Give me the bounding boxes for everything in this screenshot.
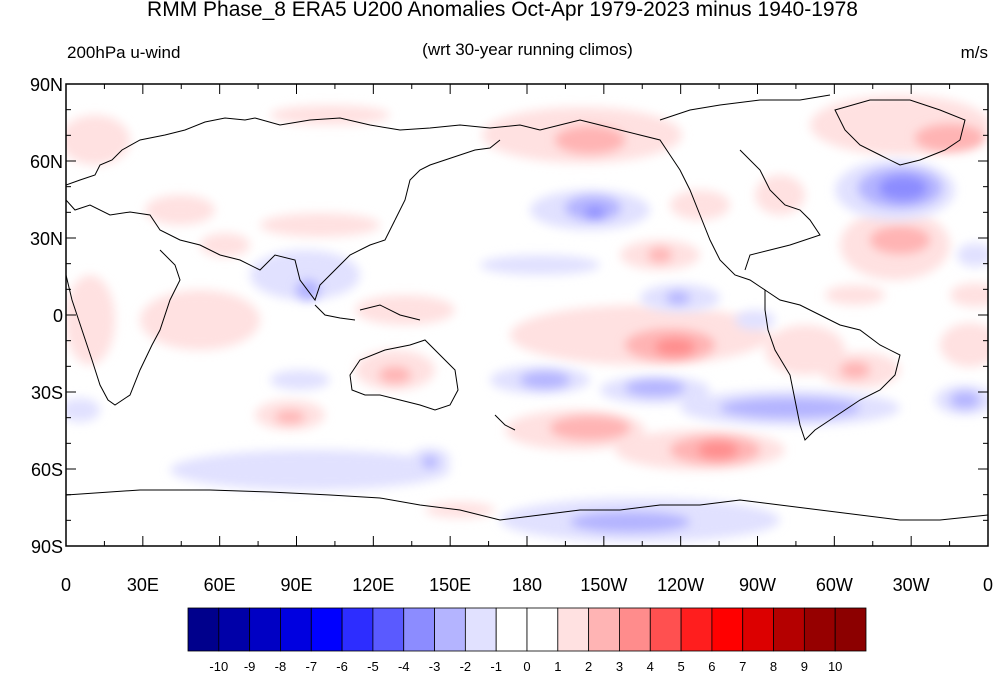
- colorbar-label: 10: [828, 659, 842, 674]
- colorbar-swatch: [495, 607, 528, 652]
- colorbar-swatch: [834, 607, 867, 652]
- x-tick-label: 150E: [429, 575, 471, 595]
- x-tick-label: 90E: [280, 575, 312, 595]
- colorbar-swatch: [187, 607, 220, 652]
- x-tick-label: 120E: [352, 575, 394, 595]
- colorbar-label: -1: [490, 659, 502, 674]
- colorbar-swatch: [649, 607, 682, 652]
- colorbar-swatch: [803, 607, 836, 652]
- x-tick-label: 30W: [893, 575, 930, 595]
- colorbar-swatch: [742, 607, 774, 652]
- x-tick-label: 0: [983, 575, 993, 595]
- y-axis-labels: 90N 60N 30N 0 30S 60S 90S: [30, 75, 63, 557]
- y-tick-label: 60N: [30, 152, 63, 172]
- colorbar-label: 1: [554, 659, 561, 674]
- colorbar-swatch: [280, 607, 312, 652]
- anomaly-shading: [66, 95, 988, 542]
- x-tick-label: 90W: [739, 575, 776, 595]
- colorbar-label: 0: [523, 659, 530, 674]
- colorbar-swatch: [526, 607, 559, 652]
- colorbar-label: -7: [305, 659, 317, 674]
- colorbar-label: 7: [739, 659, 746, 674]
- colorbar-swatch: [372, 607, 405, 652]
- colorbar-swatch: [249, 607, 281, 652]
- colorbar-swatch: [557, 607, 590, 652]
- colorbar-swatch: [680, 607, 713, 652]
- x-tick-label: 0: [61, 575, 71, 595]
- units-label: m/s: [960, 43, 988, 62]
- x-tick-label: 150W: [580, 575, 627, 595]
- colorbar-label: -10: [209, 659, 228, 674]
- colorbar-label: -6: [336, 659, 348, 674]
- colorbar-swatch: [218, 607, 251, 652]
- colorbar-label: 9: [801, 659, 808, 674]
- x-tick-label: 60W: [816, 575, 853, 595]
- colorbar-label: 6: [708, 659, 715, 674]
- x-tick-label: 180: [512, 575, 542, 595]
- y-tick-label: 0: [53, 306, 63, 326]
- colorbar-swatch: [588, 607, 620, 652]
- plot-title: RMM Phase_8 ERA5 U200 Anomalies Oct-Apr …: [147, 0, 858, 21]
- colorbar: [187, 607, 867, 652]
- x-axis-labels: 0 30E 60E 90E 120E 150E 180 150W 120W 90W 60W 30W 0: [61, 575, 993, 595]
- colorbar-swatch: [403, 607, 435, 652]
- colorbar-swatch: [310, 607, 343, 652]
- coastlines: [66, 94, 988, 521]
- colorbar-label: 5: [677, 659, 684, 674]
- colorbar-label: -4: [398, 659, 410, 674]
- y-tick-label: 90S: [31, 537, 63, 557]
- y-tick-label: 30S: [31, 383, 63, 403]
- colorbar-swatch: [711, 607, 744, 652]
- colorbar-label: -3: [429, 659, 441, 674]
- colorbar-label: 8: [770, 659, 777, 674]
- colorbar-label: -2: [460, 659, 472, 674]
- colorbar-swatch: [434, 607, 466, 652]
- variable-label: 200hPa u-wind: [67, 43, 181, 62]
- colorbar-label: 4: [647, 659, 654, 674]
- y-tick-label: 90N: [30, 75, 63, 95]
- subtitle: (wrt 30-year running climos): [422, 40, 633, 59]
- colorbar-label: -8: [275, 659, 287, 674]
- colorbar-swatch: [341, 607, 374, 652]
- x-tick-label: 60E: [204, 575, 236, 595]
- colorbar-swatch: [773, 607, 805, 652]
- axis-ticks: [65, 83, 989, 547]
- colorbar-label: -9: [244, 659, 256, 674]
- colorbar-label: 2: [585, 659, 592, 674]
- colorbar-label: -5: [367, 659, 379, 674]
- colorbar-swatch: [619, 607, 651, 652]
- colorbar-label: 3: [616, 659, 623, 674]
- x-tick-label: 120W: [657, 575, 704, 595]
- x-tick-label: 30E: [127, 575, 159, 595]
- y-tick-label: 60S: [31, 460, 63, 480]
- y-tick-label: 30N: [30, 229, 63, 249]
- colorbar-swatch: [464, 607, 497, 652]
- colorbar-labels: -10 -9 -8 -7 -6 -5 -4 -3 -2 -1 0 1 2 3 4 5 6 7 8 9 10: [209, 659, 842, 674]
